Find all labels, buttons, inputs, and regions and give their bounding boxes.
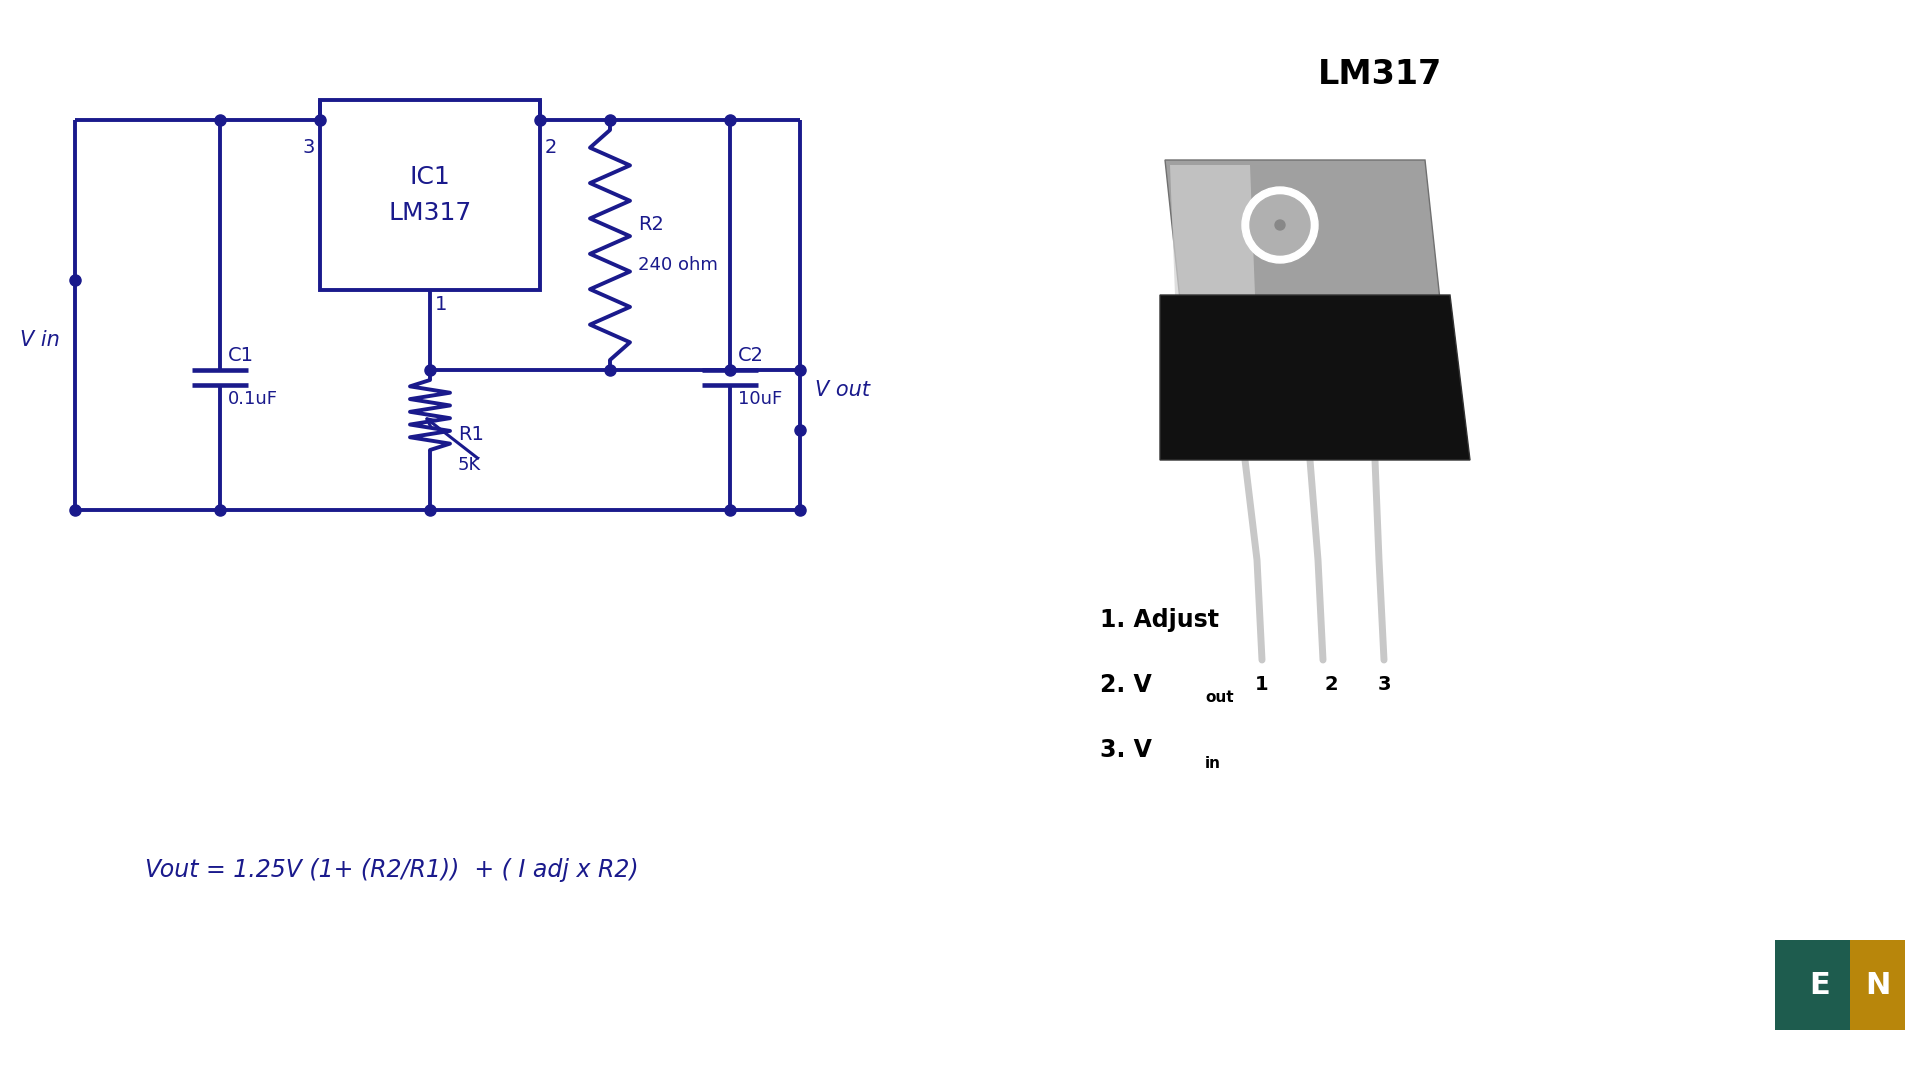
Text: 2: 2 <box>545 138 557 157</box>
Bar <box>321 100 540 291</box>
Text: 240 ohm: 240 ohm <box>637 256 718 274</box>
Text: V in: V in <box>19 330 60 350</box>
Text: 10uF: 10uF <box>737 390 781 408</box>
Text: 3. V: 3. V <box>1100 738 1152 762</box>
Text: C1: C1 <box>228 346 253 365</box>
Polygon shape <box>1160 295 1471 460</box>
Text: IC1: IC1 <box>409 165 451 189</box>
Text: 3: 3 <box>1377 675 1390 694</box>
Text: 5K: 5K <box>459 456 482 474</box>
Text: R2: R2 <box>637 216 664 234</box>
Text: C2: C2 <box>737 346 764 365</box>
Text: 2. V: 2. V <box>1100 673 1152 697</box>
Circle shape <box>1275 220 1284 230</box>
Polygon shape <box>1165 160 1440 300</box>
Text: Vout = 1.25V (1+ (R2/R1))  + ( I adj x R2): Vout = 1.25V (1+ (R2/R1)) + ( I adj x R2… <box>146 858 639 882</box>
Text: LM317: LM317 <box>1317 58 1442 92</box>
Text: LM317: LM317 <box>388 201 472 225</box>
Text: 2: 2 <box>1325 675 1338 694</box>
FancyBboxPatch shape <box>1851 940 1905 1030</box>
FancyBboxPatch shape <box>1774 940 1905 1030</box>
Text: 0.1uF: 0.1uF <box>228 390 278 408</box>
Text: in: in <box>1206 756 1221 770</box>
Text: 1: 1 <box>1256 675 1269 694</box>
Circle shape <box>1250 195 1309 255</box>
Text: R1: R1 <box>459 426 484 445</box>
Text: 3: 3 <box>303 138 315 157</box>
Text: V out: V out <box>814 380 870 400</box>
Circle shape <box>1242 187 1317 264</box>
Text: N: N <box>1866 971 1891 999</box>
Text: E: E <box>1811 971 1830 999</box>
Polygon shape <box>1169 165 1256 295</box>
Text: 1. Adjust: 1. Adjust <box>1100 608 1219 632</box>
Text: 1: 1 <box>436 295 447 314</box>
Text: out: out <box>1206 690 1235 705</box>
